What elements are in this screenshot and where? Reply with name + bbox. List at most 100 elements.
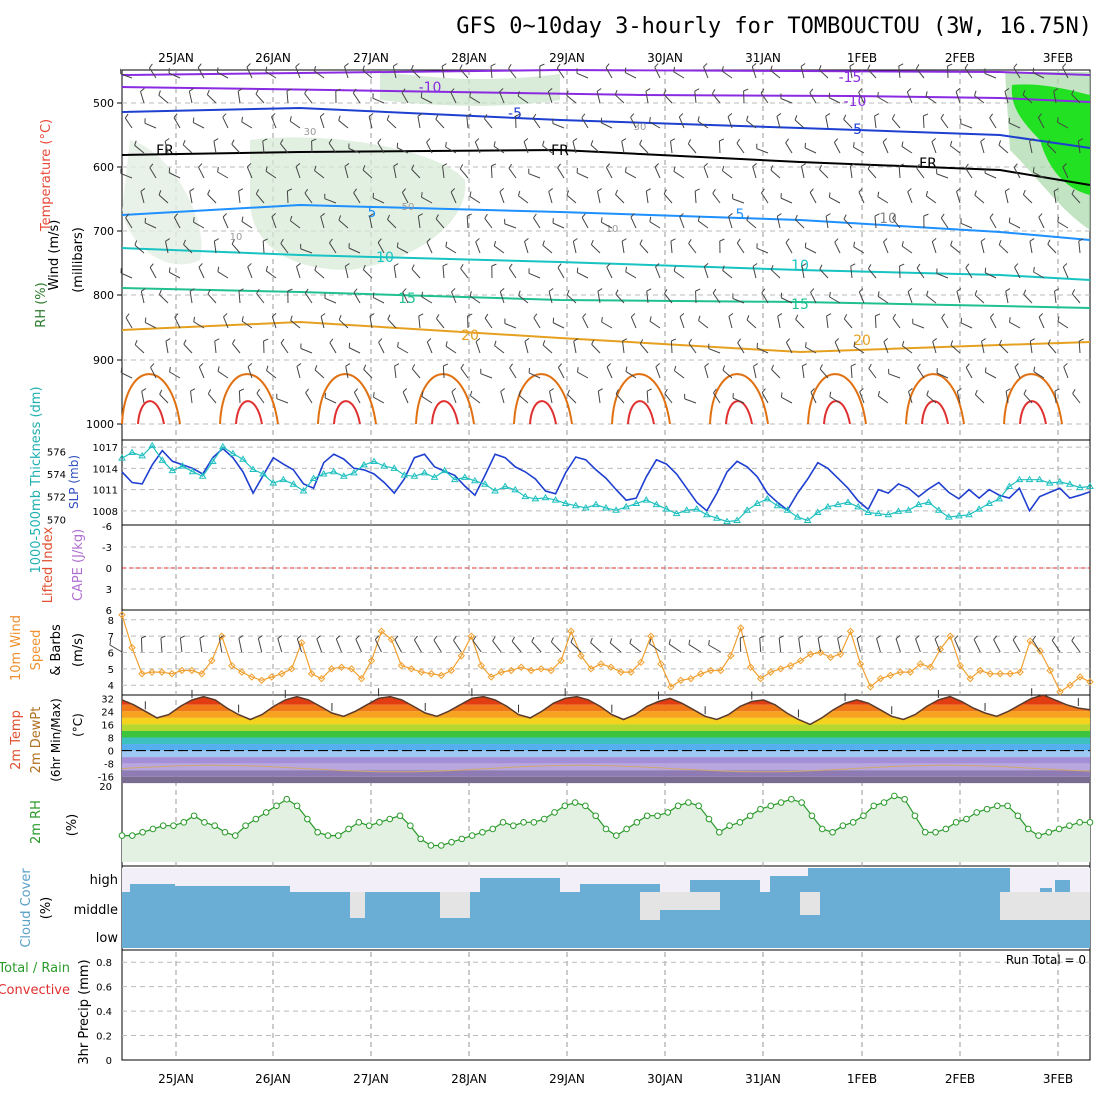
wind-barb-flag bbox=[515, 113, 521, 117]
wind-barb bbox=[402, 291, 409, 304]
axis-title-minmax: (6hr Min/Max) bbox=[49, 698, 63, 782]
cloud-level-label: middle bbox=[74, 903, 118, 918]
wind-barb-flag bbox=[378, 338, 383, 343]
rh-point bbox=[365, 822, 373, 829]
wind-barb bbox=[470, 395, 481, 404]
wind-barb bbox=[703, 266, 709, 279]
wind-barb-flag bbox=[746, 215, 749, 221]
wind-speed-point bbox=[537, 665, 545, 673]
thickness-point bbox=[904, 506, 913, 513]
wind-barb bbox=[256, 293, 265, 304]
wind-barb-flag bbox=[124, 113, 129, 119]
wind-barb-flag bbox=[615, 289, 619, 295]
wind-barb-flag bbox=[314, 265, 317, 271]
wind-speed-point bbox=[118, 611, 126, 619]
temp-band bbox=[122, 776, 1090, 784]
wind-barb bbox=[721, 70, 733, 79]
wind-barb bbox=[1033, 271, 1045, 279]
wind-barb bbox=[601, 321, 613, 329]
wind-barb bbox=[614, 94, 625, 104]
wind-barb-flag bbox=[853, 341, 856, 347]
wind-barb bbox=[778, 638, 782, 653]
wind-barb-flag bbox=[703, 163, 708, 168]
wind-barb bbox=[134, 244, 145, 254]
wind-speed-point bbox=[507, 666, 515, 675]
wind-speed-point bbox=[337, 663, 346, 671]
wind-barb-flag bbox=[345, 263, 350, 267]
wind-barb-flag bbox=[368, 113, 374, 117]
thickness-point bbox=[844, 498, 852, 505]
wind-barb-flag bbox=[801, 263, 807, 267]
chart-frame: 25JAN25JAN26JAN26JAN27JAN27JAN28JAN28JAN… bbox=[121, 51, 1091, 1086]
wind-barb bbox=[524, 341, 529, 354]
rh-point bbox=[1004, 802, 1011, 810]
wind-barb-flag bbox=[664, 388, 668, 394]
wind-barb bbox=[466, 215, 469, 229]
wind-barb bbox=[956, 191, 961, 204]
isotherm-30 bbox=[333, 400, 361, 425]
wind-barb bbox=[746, 219, 757, 229]
temp-tick: -8 bbox=[104, 760, 114, 771]
isotherm-25 bbox=[121, 373, 181, 425]
wind-speed-point bbox=[727, 652, 735, 660]
wind-barb-flag bbox=[649, 216, 652, 222]
wind-barb-flag bbox=[289, 215, 293, 221]
wind-barb bbox=[753, 366, 757, 379]
wind-barb bbox=[843, 318, 853, 329]
thickness-point bbox=[460, 473, 469, 480]
wind-barb-flag bbox=[853, 142, 855, 148]
wind-barb bbox=[853, 346, 865, 354]
rh-point bbox=[190, 812, 198, 820]
wind-barb bbox=[722, 170, 733, 179]
wind-barb-flag bbox=[597, 288, 603, 292]
wind-barb-flag bbox=[149, 163, 154, 169]
thickness-point bbox=[632, 499, 641, 506]
rh-point bbox=[314, 828, 321, 836]
wind-barb bbox=[466, 116, 469, 129]
date-label-bottom: 26JAN bbox=[255, 1072, 291, 1086]
wind-barb bbox=[630, 216, 637, 229]
wind-barb bbox=[451, 391, 457, 404]
wind-barb-flag bbox=[877, 291, 880, 297]
wind-barb-flag bbox=[989, 213, 994, 218]
wind-barb-flag bbox=[262, 238, 268, 242]
wind-barb-flag bbox=[877, 191, 880, 197]
rh-point bbox=[561, 802, 569, 810]
wind-barb bbox=[817, 638, 822, 653]
wind-barb bbox=[591, 344, 601, 354]
rh-point bbox=[973, 809, 981, 816]
wind-barb bbox=[324, 297, 337, 304]
wind-barb bbox=[459, 168, 469, 179]
rh-point bbox=[932, 828, 939, 836]
wind-barb-flag bbox=[805, 342, 807, 348]
wind-speed-point bbox=[198, 670, 206, 678]
wind-barb-flag bbox=[353, 288, 358, 293]
date-label-top: 2FEB bbox=[945, 51, 975, 65]
wind-barb-flag bbox=[533, 313, 538, 319]
wind-barb bbox=[649, 121, 661, 129]
wind-barb bbox=[490, 66, 493, 79]
temp-band bbox=[122, 737, 1090, 745]
thickness-point bbox=[965, 510, 973, 518]
rh-label: 50 bbox=[402, 202, 415, 213]
wind-barb-flag bbox=[931, 238, 937, 242]
isotherm-30 bbox=[431, 400, 459, 425]
wind-barb bbox=[936, 372, 949, 379]
temp-band bbox=[122, 730, 1090, 738]
thickness-point bbox=[289, 480, 298, 487]
rh-point bbox=[602, 825, 610, 833]
wind-speed-point bbox=[1036, 647, 1044, 655]
wind-barb-flag bbox=[736, 138, 741, 144]
wind-barb bbox=[609, 642, 622, 653]
wind-barb bbox=[746, 120, 757, 129]
wind-barb bbox=[265, 71, 277, 79]
wind-barb-flag bbox=[189, 288, 195, 292]
thickness-point bbox=[521, 492, 530, 500]
wind-barb-flag bbox=[1033, 266, 1035, 273]
wind-barb bbox=[421, 97, 433, 104]
wind-barb bbox=[125, 217, 133, 229]
wind-barb bbox=[974, 294, 985, 304]
wind-barb bbox=[1051, 640, 1061, 653]
wind-barb bbox=[708, 644, 722, 653]
wind-barb bbox=[703, 66, 709, 79]
